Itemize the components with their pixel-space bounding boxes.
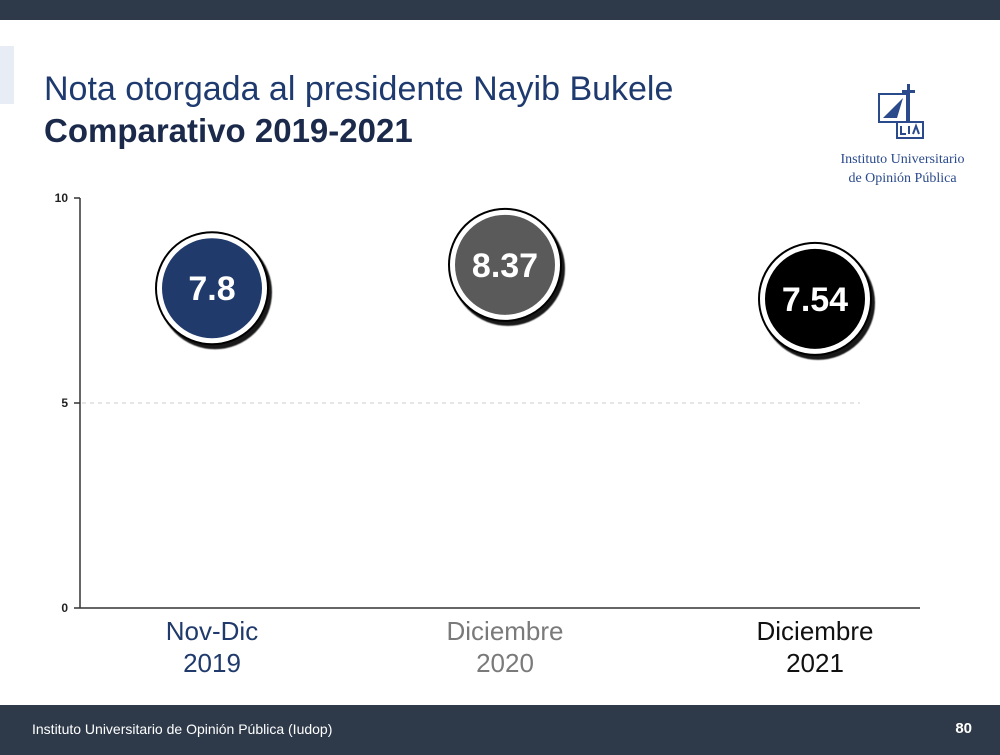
score-chart: 05107.8Nov-Dic20198.37Diciembre20207.54D… — [55, 191, 920, 678]
logo-text-line2: de Opinión Pública — [848, 171, 957, 186]
point-value-label-1: 8.37 — [472, 247, 538, 285]
point-2 — [765, 248, 865, 349]
uca-emblem-icon — [878, 84, 924, 139]
uca-logo: Instituto Universitario de Opinión Públi… — [820, 78, 985, 198]
x-category-label-2-line2: 2021 — [786, 648, 844, 678]
x-category-label-0-line2: 2019 — [183, 648, 241, 678]
x-category-label-0-line1: Nov-Dic — [166, 616, 258, 646]
corner-accent — [0, 46, 14, 104]
page-number: 80 — [955, 720, 972, 737]
point-0 — [162, 238, 262, 339]
logo-text-line1: Instituto Universitario — [840, 152, 965, 167]
y-tick-label-5: 5 — [61, 396, 68, 410]
point-value-label-0: 7.8 — [188, 270, 235, 308]
x-category-label-1-line2: 2020 — [476, 648, 534, 678]
x-category-label-2-line1: Diciembre — [756, 616, 873, 646]
y-tick-label-0: 0 — [61, 601, 68, 615]
slide-title: Nota otorgada al presidente Nayib Bukele — [44, 70, 674, 108]
top-bar — [0, 0, 1000, 20]
slide-subtitle: Comparativo 2019-2021 — [44, 112, 413, 149]
y-tick-label-10: 10 — [55, 191, 69, 205]
x-category-label-1-line1: Diciembre — [446, 616, 563, 646]
footer: Instituto Universitario de Opinión Públi… — [0, 705, 1000, 755]
slide: Nota otorgada al presidente Nayib Bukele… — [0, 20, 1000, 705]
point-value-label-2: 7.54 — [782, 281, 848, 319]
footer-text: Instituto Universitario de Opinión Públi… — [32, 721, 333, 737]
point-1 — [455, 214, 555, 315]
